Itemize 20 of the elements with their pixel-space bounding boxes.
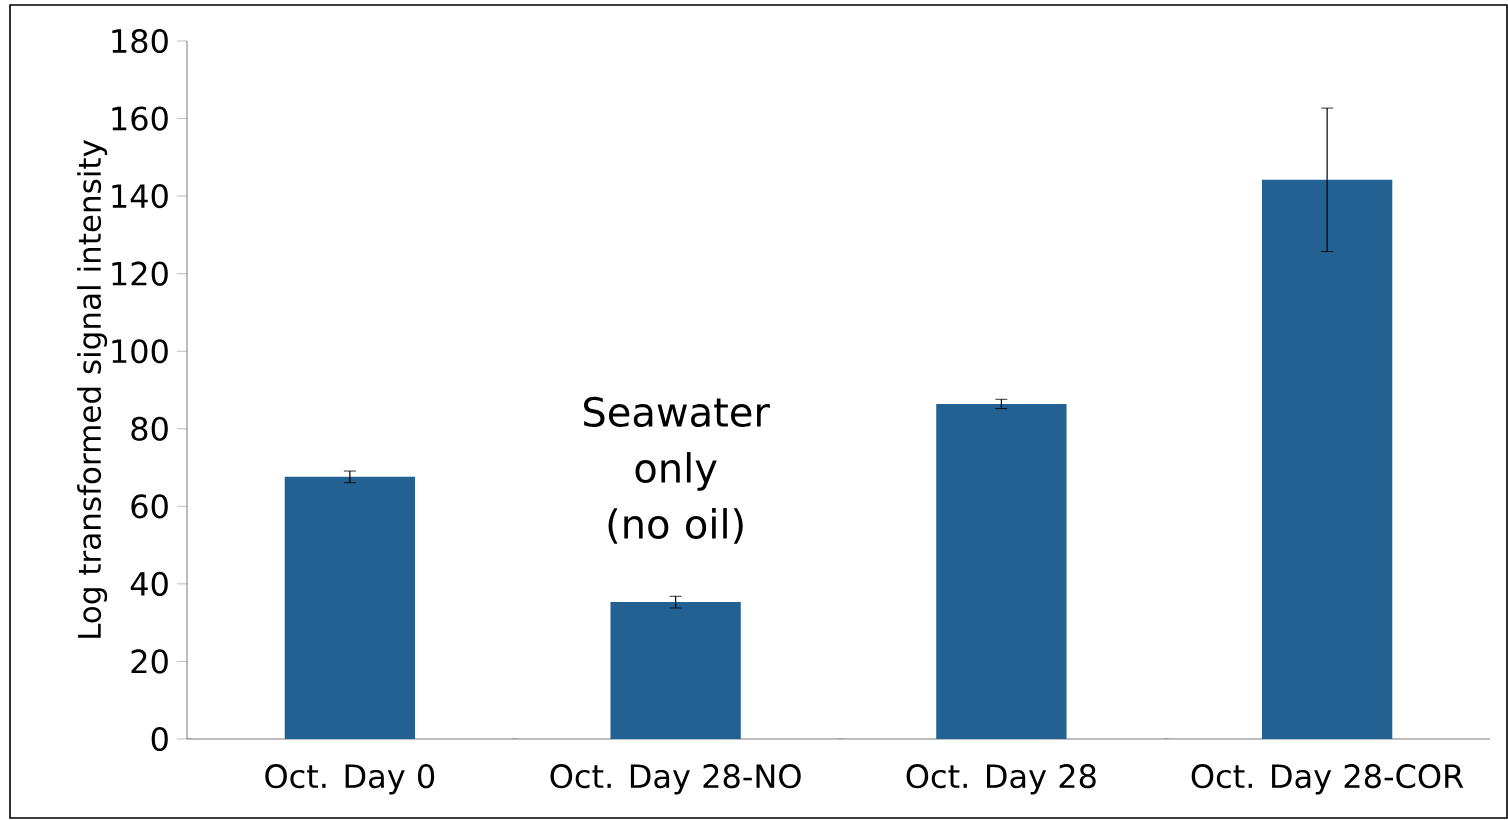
- y-tick-label: 0: [151, 726, 168, 752]
- bar: [936, 403, 1067, 739]
- y-tick-label: 160: [112, 106, 168, 131]
- x-tick-label: Oct. Day 28: [906, 764, 1096, 795]
- y-tick-label: 100: [112, 339, 168, 364]
- bar: [1261, 179, 1393, 739]
- x-tick-label: Oct. Day 28-NO: [550, 764, 801, 795]
- y-tick-label: 80: [131, 416, 168, 441]
- bar: [610, 602, 741, 739]
- annotation: Seawater only (no oil): [584, 396, 770, 544]
- x-tick-label: Oct. Day 0: [265, 764, 435, 795]
- y-tick-label: 120: [112, 261, 168, 286]
- y-axis-title: Log transformed signal intensity: [77, 140, 108, 638]
- y-tick-label: 140: [112, 184, 168, 209]
- y-tick-label: 20: [131, 649, 168, 674]
- y-tick-label: 40: [130, 571, 168, 596]
- x-tick-label: Oct. Day 28-COR: [1191, 764, 1464, 795]
- y-tick-label: 180: [112, 28, 168, 54]
- y-tick-label: 60: [131, 494, 168, 519]
- bar: [284, 476, 416, 739]
